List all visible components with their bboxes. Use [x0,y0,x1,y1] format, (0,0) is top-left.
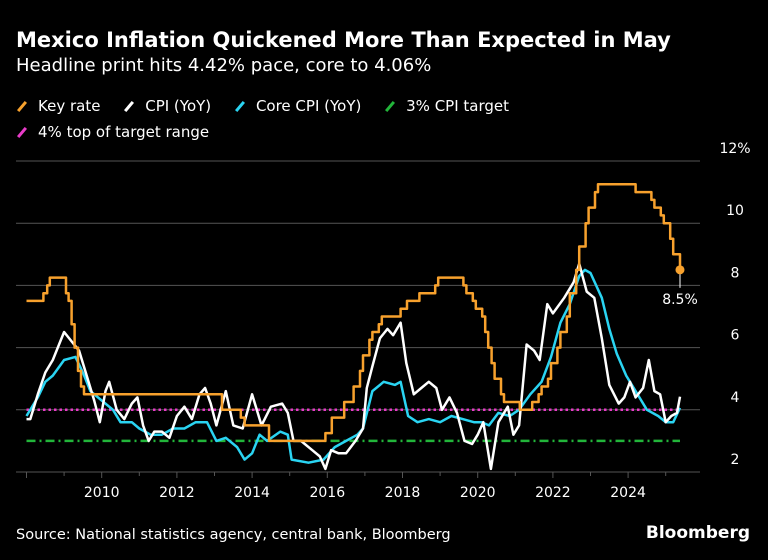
x-tick-label: 2020 [460,485,496,501]
legend-item-3pct-target: 3% CPI target [384,95,509,118]
legend: Key rate CPI (YoY) Core CPI (YoY) 3% CPI… [16,92,636,144]
x-tick-label: 2024 [610,485,646,501]
legend-label: Core CPI (YoY) [255,97,362,115]
chart-title: Mexico Inflation Quickened More Than Exp… [16,28,671,52]
y-tick-label: 8 [731,265,740,281]
legend-item-core-cpi: Core CPI (YoY) [234,95,361,118]
core-cpi-line [25,268,682,464]
x-tick-label: 2012 [159,485,195,501]
x-tick-label: 2014 [234,485,270,501]
y-tick-label: 6 [731,328,740,344]
legend-label: 3% CPI target [406,97,510,115]
source-note: Source: National statistics agency, cent… [16,527,451,543]
legend-label: Key rate [38,97,101,115]
x-tick-label: 2016 [309,485,345,501]
cpi-line [26,262,682,471]
x-tick-label: 2022 [535,485,571,501]
y-tick-label: 4 [731,390,740,406]
x-tick-label: 2010 [84,485,120,501]
bloomberg-logo: Bloomberg [645,523,750,543]
legend-item-cpi: CPI (YoY) [123,95,211,118]
y-tick-label: 10 [726,203,744,219]
key-rate-line [26,183,682,443]
legend-item-key-rate: Key rate [16,95,100,118]
y-tick-label: 2 [731,452,740,468]
chart-subtitle: Headline print hits 4.42% pace, core to … [16,55,432,76]
y-tick-label: 12% [719,141,750,157]
x-tick-label: 2018 [385,485,421,501]
legend-label: 4% top of target range [38,123,210,141]
end-value-label: 8.5% [662,292,698,308]
key-rate-end-marker [675,265,685,275]
legend-label: CPI (YoY) [145,97,212,115]
legend-item-4pct-target: 4% top of target range [16,121,209,144]
